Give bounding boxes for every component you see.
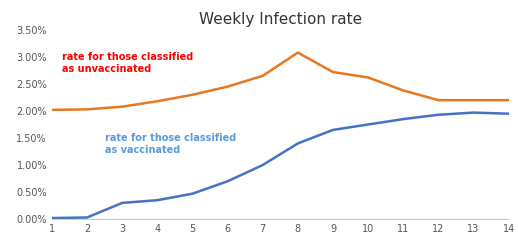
Title: Weekly Infection rate: Weekly Infection rate <box>199 12 362 27</box>
Text: rate for those classified
as vaccinated: rate for those classified as vaccinated <box>105 133 236 155</box>
Text: rate for those classified
as unvaccinated: rate for those classified as unvaccinate… <box>62 52 194 74</box>
